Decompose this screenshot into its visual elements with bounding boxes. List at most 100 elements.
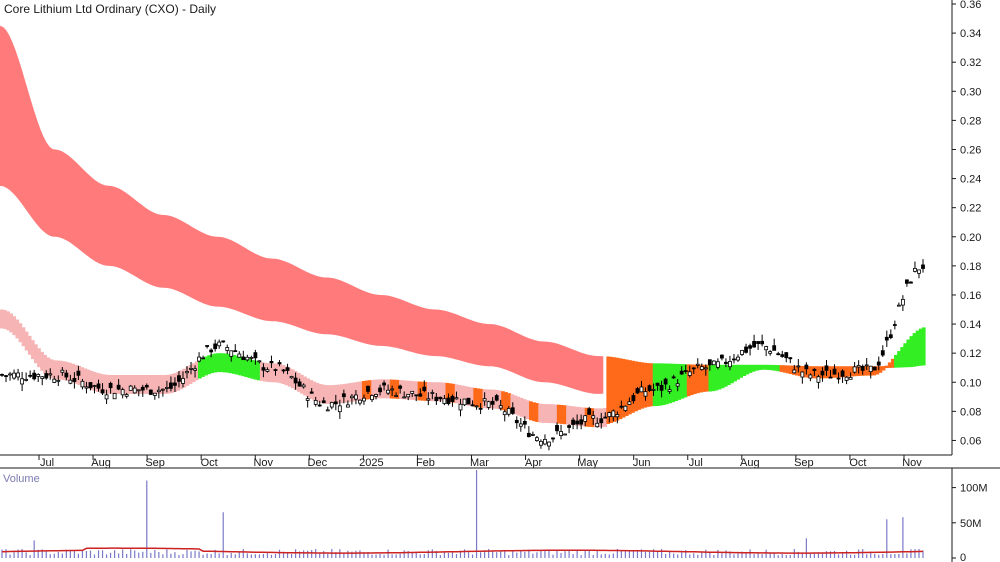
x-tick-label: Mar bbox=[470, 457, 489, 469]
cloud-segment bbox=[52, 360, 57, 380]
candle-body bbox=[164, 387, 169, 389]
candle-body bbox=[740, 349, 744, 355]
volume-tick-label: 0 bbox=[960, 552, 966, 562]
candle-body bbox=[44, 373, 49, 379]
candle-body bbox=[450, 395, 455, 402]
candle-body bbox=[152, 392, 157, 396]
cloud-segment bbox=[207, 355, 211, 375]
cloud-segment bbox=[915, 330, 920, 367]
candle-body bbox=[4, 375, 8, 377]
price-tick-label: 0.24 bbox=[960, 174, 981, 186]
cloud-segment bbox=[507, 393, 512, 413]
cloud-segment bbox=[773, 364, 778, 371]
cloud-segment bbox=[346, 383, 351, 403]
candle-body bbox=[703, 367, 708, 370]
cloud-segment bbox=[287, 367, 292, 387]
candle-body bbox=[213, 343, 218, 350]
x-tick-label: Nov bbox=[253, 457, 273, 469]
cloud-segment bbox=[436, 382, 440, 402]
cloud-segment bbox=[399, 380, 403, 400]
cloud-segment bbox=[479, 388, 484, 408]
cloud-segment bbox=[822, 366, 827, 379]
candle-body bbox=[732, 358, 736, 361]
candle-body bbox=[36, 374, 41, 377]
candle-body bbox=[776, 353, 781, 356]
candle-body bbox=[756, 341, 761, 344]
candle-body bbox=[848, 377, 853, 380]
cloud-segment bbox=[890, 358, 895, 368]
candle-body bbox=[671, 376, 676, 379]
candle-body bbox=[390, 388, 395, 391]
cloud-segment bbox=[361, 380, 366, 400]
cloud-segment bbox=[235, 355, 239, 375]
candle-body bbox=[378, 387, 382, 393]
x-tick-label: Jul bbox=[40, 457, 54, 469]
candle-body bbox=[482, 398, 487, 402]
candle-body bbox=[828, 376, 833, 379]
cloud-segment bbox=[408, 380, 413, 400]
candle-body bbox=[812, 368, 817, 371]
cloud-segment bbox=[754, 364, 759, 371]
cloud-segment bbox=[720, 364, 725, 389]
candle-body bbox=[438, 396, 443, 400]
cloud-segment bbox=[556, 404, 561, 424]
candle-body bbox=[325, 409, 330, 412]
cloud-segment bbox=[315, 382, 320, 402]
cloud-segment bbox=[884, 365, 889, 369]
candle-body bbox=[539, 440, 543, 446]
candle-body bbox=[506, 408, 511, 415]
cloud-segment bbox=[259, 362, 264, 381]
candle-body bbox=[426, 398, 431, 401]
candle-body bbox=[575, 420, 580, 425]
candle-body bbox=[844, 376, 849, 381]
cloud-segment bbox=[27, 335, 32, 355]
cloud-segment bbox=[519, 397, 524, 417]
cloud-segment bbox=[764, 364, 768, 370]
candle-body bbox=[896, 304, 901, 307]
cloud-segment bbox=[757, 364, 762, 371]
candle-body bbox=[547, 441, 551, 447]
cloud-segment bbox=[213, 353, 218, 373]
price-tick-label: 0.32 bbox=[960, 57, 981, 69]
candle-body bbox=[414, 394, 419, 397]
cloud-segment bbox=[95, 372, 100, 392]
x-tick-label: Sep bbox=[145, 457, 165, 469]
candle-body bbox=[619, 405, 624, 408]
cloud-segment bbox=[900, 347, 904, 368]
candle-body bbox=[695, 363, 700, 366]
x-tick-label: Aug bbox=[91, 457, 111, 469]
candle-body bbox=[864, 364, 869, 367]
cloud-segment bbox=[887, 362, 892, 368]
candle-body bbox=[100, 389, 105, 394]
candle-body bbox=[402, 396, 407, 399]
candle-body bbox=[277, 362, 282, 365]
candle-body bbox=[724, 361, 728, 365]
cloud-segment bbox=[154, 374, 159, 394]
price-tick-label: 0.06 bbox=[960, 435, 981, 447]
cloud-segment bbox=[628, 360, 632, 415]
candle-body bbox=[241, 356, 246, 361]
x-tick-label: Dec bbox=[308, 457, 328, 469]
cloud-segment bbox=[105, 374, 109, 394]
candle-body bbox=[699, 366, 704, 370]
cloud-segment bbox=[730, 364, 734, 384]
candle-body bbox=[185, 371, 189, 374]
candle-body bbox=[321, 400, 326, 404]
candle-body bbox=[309, 391, 314, 394]
cloud-segment bbox=[624, 359, 629, 416]
candle-body bbox=[852, 366, 857, 373]
candle-body bbox=[880, 350, 885, 356]
cloud-segment bbox=[331, 385, 335, 404]
cloud-segment bbox=[18, 323, 23, 343]
cloud-segment bbox=[686, 364, 691, 397]
cloud-segment bbox=[498, 390, 502, 410]
candle-body bbox=[201, 357, 205, 360]
cloud-segment bbox=[788, 365, 793, 375]
cloud-segment bbox=[921, 327, 926, 366]
candle-body bbox=[84, 386, 89, 389]
cloud-segment bbox=[222, 353, 227, 373]
price-tick-label: 0.10 bbox=[960, 377, 981, 389]
cloud-segment bbox=[120, 374, 125, 394]
cloud-segment bbox=[126, 374, 131, 394]
cloud-segment bbox=[640, 362, 645, 409]
